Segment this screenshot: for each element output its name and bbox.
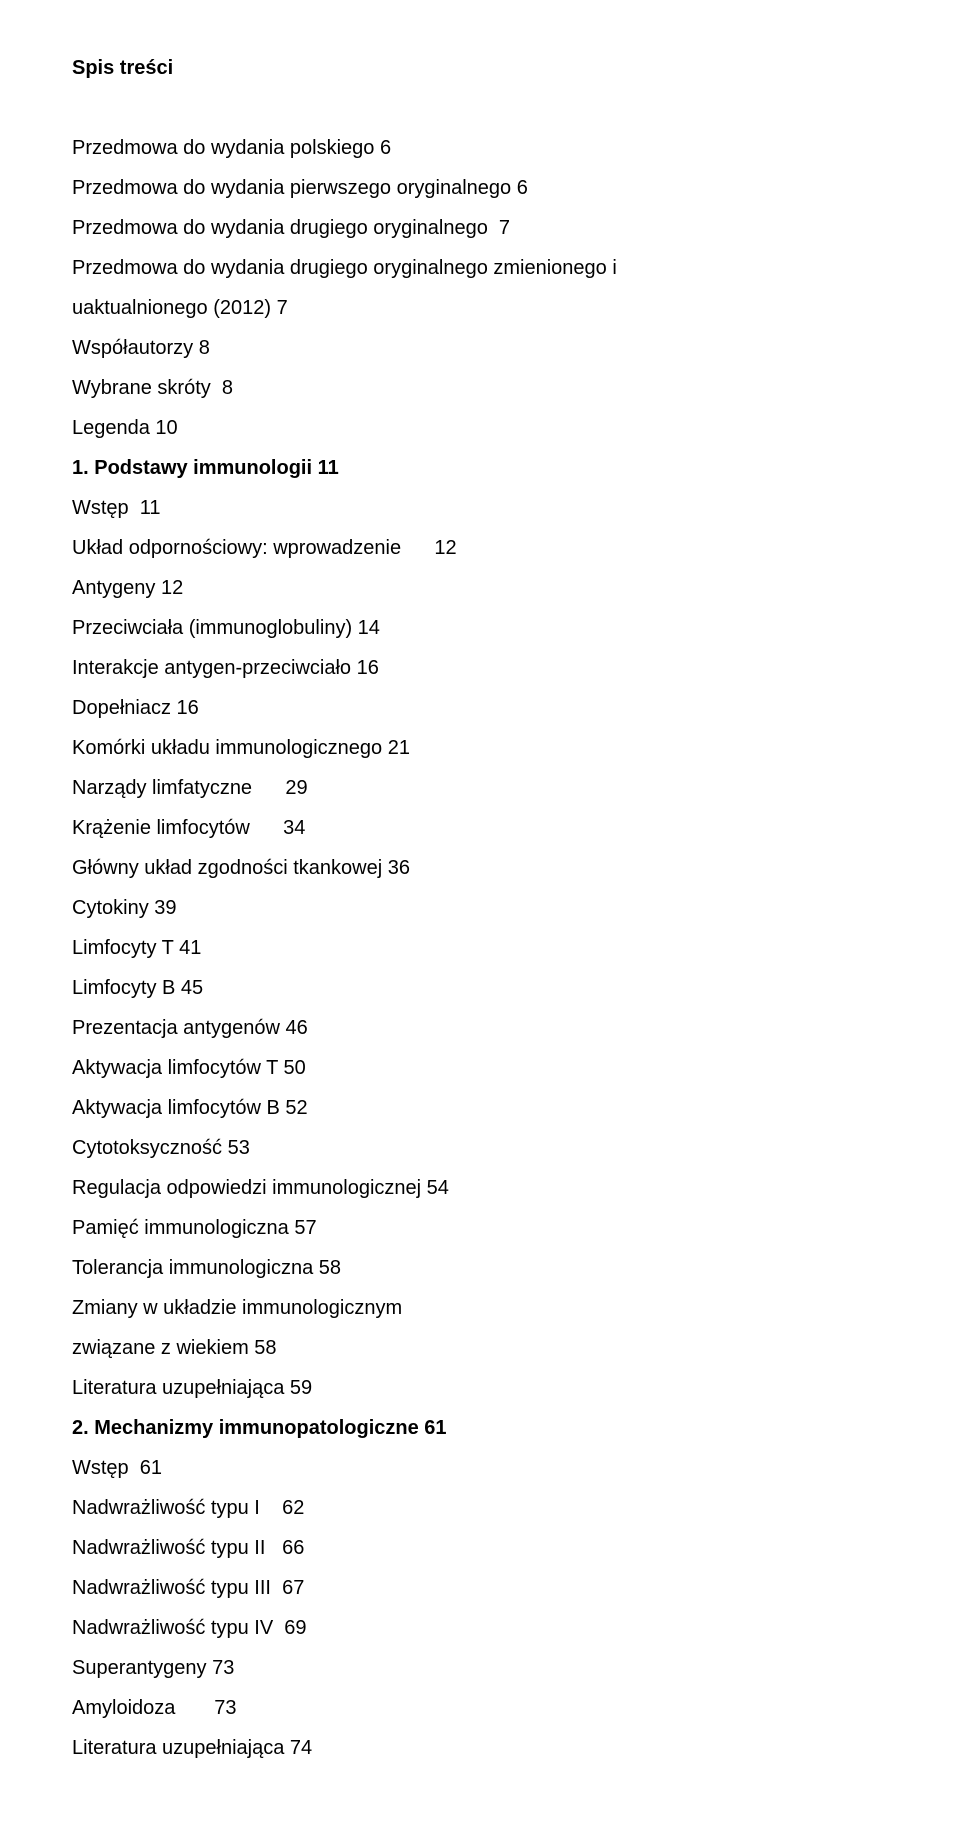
toc-entry: Współautorzy 8 <box>72 328 888 368</box>
toc-entry: Limfocyty T 41 <box>72 928 888 968</box>
toc-entry: Przedmowa do wydania polskiego 6 <box>72 128 888 168</box>
toc-entry: Przedmowa do wydania drugiego oryginalne… <box>72 208 888 248</box>
toc-entry: Przedmowa do wydania drugiego oryginalne… <box>72 248 888 288</box>
toc-entry: Regulacja odpowiedzi immunologicznej 54 <box>72 1168 888 1208</box>
page-title: Spis treści <box>72 48 888 88</box>
toc-entry: związane z wiekiem 58 <box>72 1328 888 1368</box>
toc-entry: Komórki układu immunologicznego 21 <box>72 728 888 768</box>
toc-entry: Nadwrażliwość typu I 62 <box>72 1488 888 1528</box>
toc-entry: Literatura uzupełniająca 74 <box>72 1728 888 1768</box>
toc-entry: Wybrane skróty 8 <box>72 368 888 408</box>
toc-entry: Cytokiny 39 <box>72 888 888 928</box>
toc-entry: Limfocyty B 45 <box>72 968 888 1008</box>
toc-entry: Antygeny 12 <box>72 568 888 608</box>
toc-entry: Legenda 10 <box>72 408 888 448</box>
toc-entry: Tolerancja immunologiczna 58 <box>72 1248 888 1288</box>
toc-entry: Nadwrażliwość typu II 66 <box>72 1528 888 1568</box>
toc-entry: Wstęp 61 <box>72 1448 888 1488</box>
toc-entry: Interakcje antygen-przeciwciało 16 <box>72 648 888 688</box>
toc-entry: Układ odpornościowy: wprowadzenie 12 <box>72 528 888 568</box>
toc-entry: Krążenie limfocytów 34 <box>72 808 888 848</box>
toc-entry: Amyloidoza 73 <box>72 1688 888 1728</box>
toc-entry: Wstęp 11 <box>72 488 888 528</box>
toc-entry: Przedmowa do wydania pierwszego oryginal… <box>72 168 888 208</box>
toc-entry: Nadwrażliwość typu IV 69 <box>72 1608 888 1648</box>
blank-line <box>72 88 888 128</box>
toc-entry: Prezentacja antygenów 46 <box>72 1008 888 1048</box>
toc-heading: 2. Mechanizmy immunopatologiczne 61 <box>72 1408 888 1448</box>
toc-entry: Narządy limfatyczne 29 <box>72 768 888 808</box>
toc-entry: Literatura uzupełniająca 59 <box>72 1368 888 1408</box>
toc-entry: Przeciwciała (immunoglobuliny) 14 <box>72 608 888 648</box>
toc-entry: Aktywacja limfocytów B 52 <box>72 1088 888 1128</box>
toc-entry: Pamięć immunologiczna 57 <box>72 1208 888 1248</box>
toc-heading: 1. Podstawy immunologii 11 <box>72 448 888 488</box>
toc-entry: Zmiany w układzie immunologicznym <box>72 1288 888 1328</box>
toc-entry: uaktualnionego (2012) 7 <box>72 288 888 328</box>
toc-entry: Aktywacja limfocytów T 50 <box>72 1048 888 1088</box>
toc-entry: Dopełniacz 16 <box>72 688 888 728</box>
toc-entry: Superantygeny 73 <box>72 1648 888 1688</box>
toc-entry: Cytotoksyczność 53 <box>72 1128 888 1168</box>
toc-entry: Główny układ zgodności tkankowej 36 <box>72 848 888 888</box>
toc-entry: Nadwrażliwość typu III 67 <box>72 1568 888 1608</box>
toc-list: Przedmowa do wydania polskiego 6Przedmow… <box>72 88 888 1768</box>
